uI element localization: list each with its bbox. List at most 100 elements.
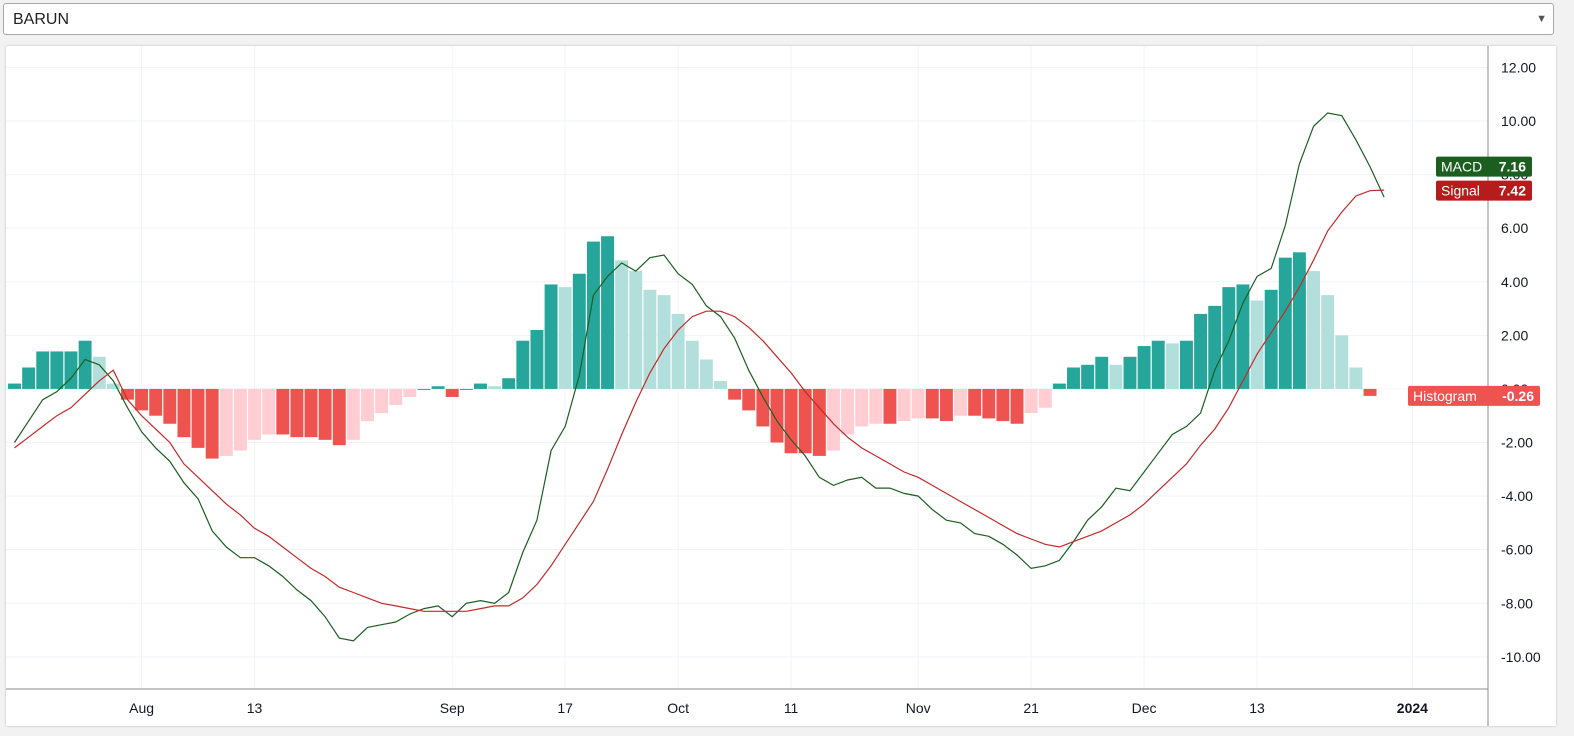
histogram-price-label: Histogram -0.26 [1408,385,1540,406]
histogram-bar [276,388,290,435]
y-tick-label: 4.00 [1501,274,1528,290]
x-tick-label: 13 [1249,700,1265,716]
histogram-bar [1349,367,1363,389]
x-tick-label: 21 [1023,700,1039,716]
histogram-bar [897,388,911,422]
histogram-bar [502,378,516,389]
histogram-bar [643,289,657,389]
histogram-bar [671,313,685,389]
histogram-bar [954,388,967,416]
histogram-bar [64,351,78,389]
histogram-bar [883,388,897,424]
histogram-bar [431,386,445,389]
chart-grid [6,46,1488,689]
symbol-select-value: BARUN [13,11,70,28]
histogram-bar [714,380,727,389]
histogram-bar [911,388,925,419]
histogram-bar [488,386,502,389]
y-tick-label: 12.00 [1501,59,1536,75]
price-label-bg [1436,180,1532,201]
histogram-bar [657,295,671,389]
price-label-name: MACD [1441,159,1482,175]
price-label-value: 7.42 [1499,183,1526,199]
histogram-bar [50,351,64,389]
histogram-bar [149,388,163,416]
histogram-bar [121,388,134,400]
x-tick-label: 17 [557,700,573,716]
macd-chart[interactable]: 12.0010.008.006.004.002.000.00-2.00-4.00… [6,46,1556,726]
y-tick-label: 10.00 [1501,113,1536,129]
histogram-bar [290,388,304,438]
histogram-bar [135,388,149,411]
histogram-bar [1052,383,1066,389]
histogram-bar [742,388,756,411]
histogram-bar [1208,305,1222,389]
histogram-bar [205,388,219,459]
histogram-bar [1123,356,1137,389]
histogram-bar [1165,343,1179,389]
histogram-bar [36,351,50,389]
histogram-bar [417,388,431,390]
x-tick-label: Sep [440,700,465,716]
chevron-down-icon: ▼ [1536,13,1547,25]
histogram-bar [332,388,346,446]
y-tick-label: -8.00 [1501,595,1533,611]
x-tick-label: Oct [667,700,689,716]
histogram-bar [798,388,812,454]
histogram-bar [770,388,784,443]
histogram-bar [1180,340,1193,389]
histogram-bar [601,236,614,389]
price-labels: Signal 7.42 MACD 7.16 Histogram -0.26 [1408,156,1540,406]
histogram-bar [1363,388,1377,396]
histogram-series [8,236,1377,459]
histogram-bar [544,284,558,389]
price-label-bg [1436,156,1532,177]
histogram-bar [1081,364,1095,389]
histogram-bar [1109,364,1123,389]
histogram-bar [177,388,191,438]
macd-chart-panel[interactable]: 12.0010.008.006.004.002.000.00-2.00-4.00… [6,46,1556,726]
line-series [13,112,1385,642]
price-label-bg [1408,385,1540,406]
histogram-bar [685,340,699,389]
y-tick-label: -4.00 [1501,488,1533,504]
histogram-bar [106,383,120,389]
histogram-bar [1038,388,1052,408]
histogram-bar [855,388,869,427]
histogram-bar [1307,271,1320,389]
histogram-bar [841,388,855,435]
price-label-value: -0.26 [1502,388,1534,404]
histogram-bar [530,329,544,389]
histogram-bar [474,383,487,389]
histogram-bar [1292,252,1306,389]
histogram-bar [784,388,798,454]
histogram-bar [1222,287,1236,389]
symbol-select[interactable]: BARUN ▼ [3,3,1554,35]
histogram-bar [163,388,177,424]
histogram-bar [939,388,953,422]
histogram-bar [1151,340,1165,389]
histogram-bar [996,388,1010,422]
histogram-bar [92,356,106,389]
histogram-bar [827,388,840,451]
histogram-bar [572,273,586,389]
y-tick-label: -2.00 [1501,435,1533,451]
histogram-bar [403,388,417,397]
histogram-bar [812,388,826,456]
histogram-bar [1024,388,1038,414]
histogram-bar [445,388,459,397]
y-tick-label: -10.00 [1501,649,1541,665]
histogram-bar [389,388,403,406]
histogram-bar [304,388,318,438]
histogram-bar [629,271,643,389]
histogram-bar [459,388,473,390]
histogram-bar [869,388,883,424]
price-label-value: 7.16 [1499,159,1526,175]
time-axis: Aug 13 Sep 17 Oct 11 Nov 21 Dec 13 2024 [6,688,1488,716]
histogram-bar [925,388,939,419]
histogram-bar [233,388,247,451]
histogram-bar [982,388,996,419]
histogram-bar [248,388,261,440]
histogram-bar [615,260,629,389]
y-tick-label: 2.00 [1501,327,1528,343]
